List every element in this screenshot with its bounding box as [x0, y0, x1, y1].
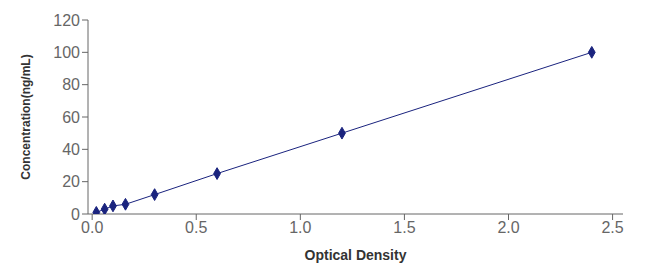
svg-text:2.0: 2.0 [497, 219, 519, 236]
svg-text:120: 120 [53, 12, 80, 29]
svg-text:1.0: 1.0 [289, 219, 311, 236]
svg-text:2.5: 2.5 [601, 219, 623, 236]
svg-text:0: 0 [71, 206, 80, 223]
svg-text:0.5: 0.5 [185, 219, 207, 236]
svg-text:1.5: 1.5 [393, 219, 415, 236]
svg-text:Optical Density: Optical Density [305, 247, 407, 263]
svg-text:40: 40 [62, 141, 80, 158]
svg-text:Concentration(ng/mL): Concentration(ng/mL) [19, 54, 33, 179]
svg-text:100: 100 [53, 44, 80, 61]
svg-text:60: 60 [62, 109, 80, 126]
svg-text:80: 80 [62, 76, 80, 93]
svg-text:0.0: 0.0 [81, 219, 103, 236]
svg-text:20: 20 [62, 173, 80, 190]
